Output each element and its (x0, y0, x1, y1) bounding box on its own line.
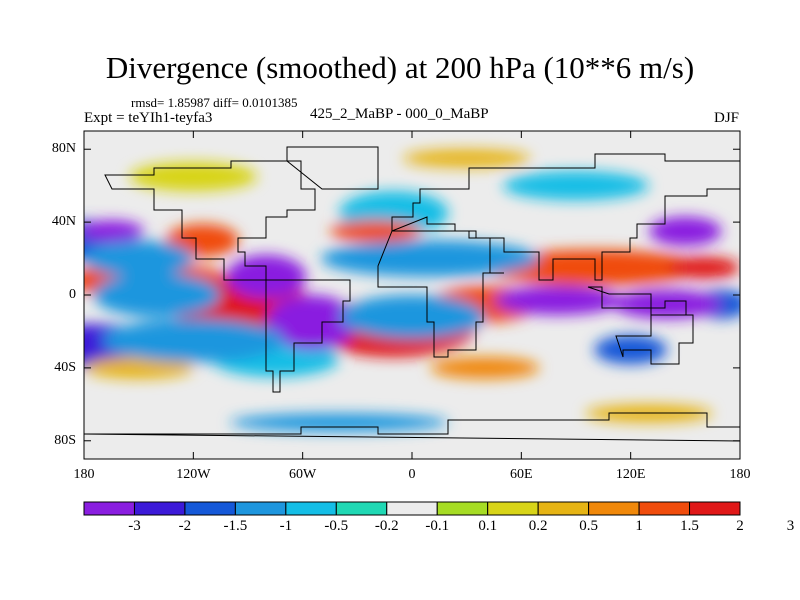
colorbar-label: -2 (178, 518, 192, 534)
coastline (286, 146, 379, 190)
colorbar-label: 1.5 (680, 518, 699, 534)
contour-patch (129, 161, 258, 192)
contour-patch (229, 413, 449, 432)
plot-title: Divergence (smoothed) at 200 hPa (10**6 … (105, 50, 695, 85)
coastline (265, 279, 351, 393)
contour-patch (402, 149, 531, 168)
x-tick-label: 60W (289, 467, 317, 482)
purple-indian-ocean (494, 285, 622, 316)
x-tick-label: 0 (408, 467, 416, 482)
y-tick-label: 80S (54, 432, 76, 448)
colorbar-label: -0.5 (324, 518, 349, 534)
colorbar-swatch (133, 501, 186, 516)
field-layer (84, 149, 740, 432)
rmsd-diff-stats: rmsd= 1.85987 diff= 0.0101385 (131, 95, 298, 110)
x-tick-label: 120W (176, 467, 211, 482)
red-atlantic-band (320, 240, 540, 277)
x-tick-label: 180 (729, 467, 751, 482)
contour-patch (667, 256, 740, 279)
red-south-pacific (102, 318, 285, 363)
y-tick-label: 0 (69, 287, 76, 302)
coastline (391, 153, 740, 281)
colorbar-label: 3 (786, 518, 795, 534)
contour-patch (648, 216, 722, 246)
season-label: DJF (713, 110, 739, 126)
colorbar-label: 0.5 (579, 518, 598, 534)
colorbar-label: -0.1 (425, 518, 450, 534)
y-tick-label: 40S (54, 359, 76, 375)
colorbar-swatch (588, 501, 640, 516)
colorbar-swatch (285, 501, 337, 516)
colorbar-label: -0.2 (374, 518, 399, 534)
colorbar-swatch (184, 501, 236, 516)
coastline (587, 286, 687, 316)
red-band-north-pacific (84, 240, 194, 277)
axis-ticks (83, 131, 741, 459)
purple-south-america (266, 295, 358, 350)
colorbar-swatch (487, 501, 539, 516)
colorbar-swatch (83, 501, 135, 516)
colorbar-label: -3 (128, 518, 141, 534)
y-tick-label: 40N (51, 214, 76, 230)
contour-patch (330, 220, 422, 243)
contour-patch (503, 171, 649, 201)
contour-patch (84, 356, 194, 379)
purple-north-pacific (84, 220, 145, 243)
coastline (84, 412, 740, 442)
colorbar (83, 501, 741, 516)
colorbar-label: -1.5 (223, 518, 248, 534)
colorbar-swatch (386, 501, 438, 516)
comparison-label: 425_2_MaBP - 000_0_MaBP (310, 106, 489, 122)
colorbar-swatch (234, 501, 287, 516)
purple-west-pacific (612, 289, 722, 319)
coastlines (84, 146, 740, 442)
red-east-pacific (93, 273, 221, 317)
colorbar-label: -1 (279, 518, 293, 534)
colorbar-label: 1 (635, 518, 643, 534)
colorbar-swatch (638, 501, 691, 516)
colorbar-swatch (537, 501, 590, 516)
contour-patch (430, 356, 540, 379)
colorbar-label: 0.2 (528, 518, 548, 534)
colorbar-swatch (689, 501, 741, 516)
colorbar-swatch (436, 501, 489, 516)
colorbar-swatch (335, 501, 388, 516)
coastline (104, 160, 316, 281)
x-tick-label: 60E (510, 467, 533, 482)
red-south-atlantic (339, 295, 485, 339)
x-tick-label: 120E (615, 467, 646, 482)
colorbar-label: 0.1 (478, 518, 498, 534)
x-tick-label: 180 (73, 467, 95, 482)
y-tick-label: 80N (51, 141, 76, 157)
colorbar-label: 2 (736, 518, 744, 534)
experiment-label: Expt = teYIh1-teyfa3 (84, 110, 213, 126)
